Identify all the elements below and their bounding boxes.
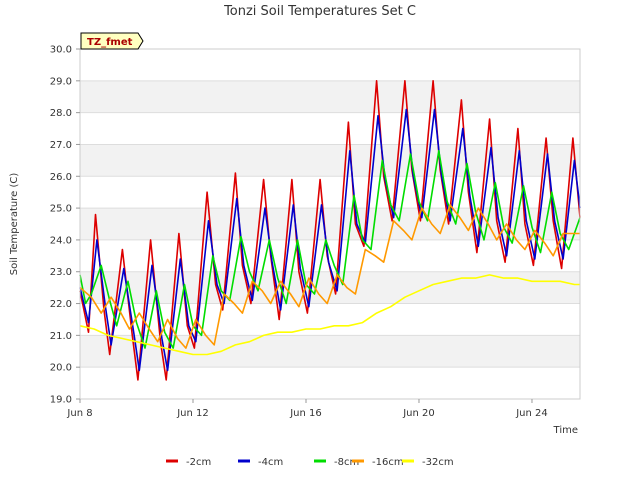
y-tick-label: 27.0 [50, 140, 72, 151]
x-tick-label: Jun 20 [402, 408, 435, 419]
plot-band [80, 144, 580, 177]
y-tick-label: 20.0 [50, 363, 72, 374]
y-tick-label: 30.0 [50, 45, 72, 56]
y-tick-label: 19.0 [50, 395, 72, 406]
y-tick-label: 24.0 [50, 235, 72, 246]
plot-band [80, 335, 580, 368]
x-tick-label: Jun 16 [289, 408, 322, 419]
y-tick-label: 22.0 [50, 299, 72, 310]
plot-frame [79, 48, 581, 400]
site-badge-box [80, 32, 144, 50]
site-badge: TZ_fmet [80, 32, 144, 50]
x-axis-ticks: Jun 8 Jun 12 Jun 16 Jun 20 Jun 24 [66, 399, 548, 419]
plot-band [80, 80, 580, 113]
plot-background-bands [80, 80, 580, 368]
legend-label: -2cm [186, 457, 211, 468]
legend-label: -32cm [422, 457, 454, 468]
y-tick-label: 21.0 [50, 331, 72, 342]
x-axis-label: Time [553, 425, 578, 436]
plot-grid [80, 48, 580, 400]
y-tick-label: 25.0 [50, 204, 72, 215]
x-tick-label: Jun 24 [515, 408, 548, 419]
plot-series [79, 80, 581, 381]
series-line-16cm [79, 204, 580, 349]
legend-label: -16cm [372, 457, 404, 468]
y-axis-label: Soil Temperature (C) [9, 173, 20, 276]
y-tick-label: 26.0 [50, 172, 72, 183]
y-tick-label: 23.0 [50, 267, 72, 278]
y-axis-ticks: 19.0 20.0 21.0 22.0 23.0 24.0 25.0 26.0 27.0 28.0… [50, 45, 80, 406]
site-badge-label: TZ_fmet [87, 37, 133, 48]
series-line-32cm [79, 274, 580, 356]
x-tick-label: Jun 8 [66, 408, 92, 419]
y-tick-label: 28.0 [50, 108, 72, 119]
chart-title: Tonzi Soil Temperatures Set C [223, 4, 416, 19]
series-line-4cm [79, 108, 581, 372]
plot-band [80, 208, 580, 240]
series-line-8cm [79, 150, 581, 349]
legend: -2cm -4cm -8cm -16cm -32cm [166, 457, 454, 468]
legend-label: -4cm [258, 457, 283, 468]
x-tick-label: Jun 12 [176, 408, 209, 419]
legend-label: -8cm [334, 457, 359, 468]
y-tick-label: 29.0 [50, 76, 72, 87]
